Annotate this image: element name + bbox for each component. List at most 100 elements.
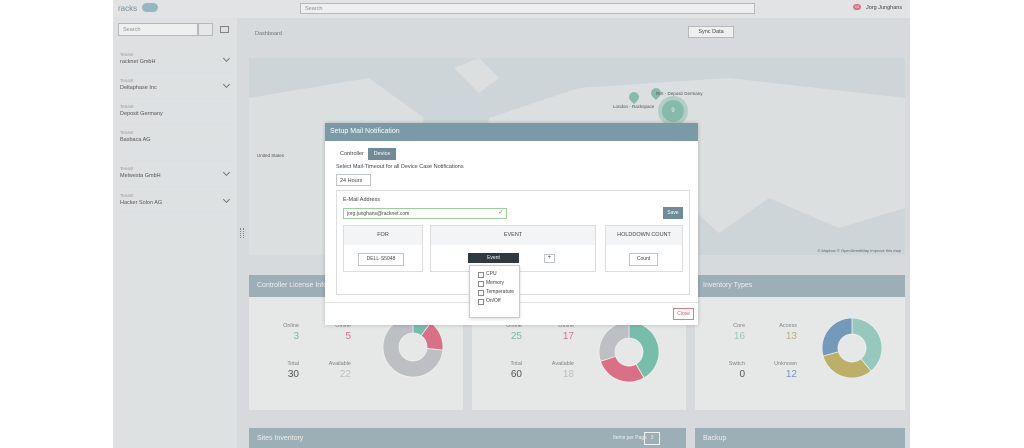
event-option[interactable]: Temperature (486, 289, 515, 295)
stat-label: Offline (335, 323, 351, 329)
separator (118, 160, 232, 161)
donut-segment (822, 351, 872, 379)
email-input[interactable]: jorg.junghans@racknet.com (343, 208, 507, 219)
resize-handle[interactable] (240, 228, 244, 238)
tenant-label: Tenant (120, 78, 134, 83)
separator (118, 150, 232, 151)
donut (821, 317, 883, 379)
stat-value: 13 (785, 331, 797, 342)
timeout-label: Select Mail-Timeout for all Device Case … (336, 164, 464, 170)
tenant-name[interactable]: Melwesta GmbH (120, 173, 161, 179)
tenant-name[interactable]: racknet GmbH (120, 59, 156, 65)
page-title: Dashboard (255, 31, 282, 37)
event-dropdown: CPU Memory Temperature On/Off (469, 265, 520, 318)
stat-value: 17 (562, 331, 574, 342)
stat-label: Online (283, 323, 299, 329)
sites-title: Sites Inventory (249, 428, 686, 448)
stat-label: Available (328, 361, 351, 367)
stat-label: Online (506, 323, 522, 329)
tenant-label: Tenant (120, 166, 134, 171)
tenant-label: Tenant (120, 104, 134, 109)
stat-label: Available (551, 361, 574, 367)
separator (118, 212, 232, 213)
donut-segment (821, 317, 853, 357)
sidebar (113, 18, 237, 448)
folder-icon[interactable] (220, 26, 229, 33)
stat-value: 0 (739, 369, 745, 380)
card-title: Inventory Types (695, 275, 905, 297)
map-label: London - Rackspace (613, 104, 655, 109)
modal-title: Setup Mail Notification (325, 123, 698, 141)
event-option[interactable]: On/Off (486, 298, 501, 304)
checkbox[interactable] (478, 281, 484, 287)
logo-cloud (142, 3, 158, 12)
stat-value: 25 (510, 331, 522, 342)
donut-segment (851, 317, 883, 372)
tenant-label: Tenant (120, 130, 134, 135)
stat-label: Unknown (774, 361, 797, 367)
tab-active[interactable]: Device (368, 148, 396, 160)
checkbox[interactable] (478, 290, 484, 296)
email-label: E-Mail Address (343, 197, 380, 203)
save-button[interactable]: Save (663, 207, 683, 219)
map-cluster[interactable]: 9 (662, 100, 684, 122)
sync-button[interactable]: Sync Data (688, 26, 734, 38)
stat-value: 18 (562, 369, 574, 380)
event-option[interactable]: Memory (486, 280, 505, 286)
stat-label: Offline (558, 323, 574, 329)
backup-card: Backup (695, 428, 905, 448)
map-label: United States (257, 153, 285, 158)
count-select[interactable]: Count (629, 253, 658, 266)
tenant-label: Tenant (120, 52, 134, 57)
stat-label: Total (287, 361, 299, 367)
stat-value: 16 (733, 331, 745, 342)
tenant-label: Tenant (120, 193, 134, 198)
tenant-name[interactable]: Deposit Germany (120, 111, 163, 117)
sidebar-search[interactable]: Search (118, 23, 198, 36)
event-option[interactable]: CPU (486, 271, 497, 277)
event-button[interactable]: Event (468, 253, 519, 263)
timeout-select[interactable]: 24 Hours (336, 174, 371, 186)
stat-label: Switch (728, 361, 745, 367)
valid-icon: ✓ (498, 209, 504, 216)
column-header: HOLDDOWN COUNT (606, 226, 682, 245)
stat-label: Core (733, 323, 745, 329)
top-search[interactable]: Search (300, 3, 755, 14)
checkbox[interactable] (478, 272, 484, 278)
map-label: RIX - Deposit Germany (656, 91, 703, 96)
separator (118, 72, 232, 73)
items-select[interactable]: 3 (644, 432, 660, 445)
add-button[interactable]: + (544, 254, 555, 263)
stat-value: 3 (293, 331, 299, 342)
modal: Setup Mail Notification Controller Devic… (325, 123, 698, 325)
tenant-name[interactable]: Hacker Solon AG (120, 200, 163, 206)
stat-value: 60 (510, 369, 522, 380)
backup-title: Backup (695, 428, 905, 448)
logo: racks (118, 4, 138, 13)
user-name[interactable]: Jorg Junghans (866, 5, 903, 11)
donut-segment (628, 321, 660, 379)
column-header: EVENT (431, 226, 595, 245)
map-attribution: © Mapbox © OpenStreetMap Improve this ma… (817, 248, 902, 253)
close-button[interactable]: Close (673, 308, 694, 320)
separator (118, 124, 232, 125)
separator (118, 98, 232, 99)
notification-badge[interactable]: 10 (853, 4, 861, 10)
card: Inventory Types Core 16 Access 13 Switch 0 Unkn… (695, 275, 905, 410)
sites-card: Sites Inventory Items per Page 3 (249, 428, 686, 448)
checkbox[interactable] (478, 299, 484, 305)
device-select[interactable]: DELL-S5048 (358, 253, 404, 266)
stat-label: Access (779, 323, 797, 329)
stat-label: Total (510, 361, 522, 367)
search-button[interactable] (198, 23, 213, 36)
column-header: FOR (344, 226, 422, 245)
tenant-name[interactable]: Basbaca AG (120, 137, 151, 143)
tab[interactable]: Controller (340, 151, 364, 157)
items-label: Items per Page (613, 435, 647, 441)
app: racks Search 10 Jorg Junghans Search Das… (113, 0, 910, 448)
stat-value: 30 (287, 369, 299, 380)
tenant-name[interactable]: Deltaphase Inc (120, 85, 157, 91)
separator (118, 186, 232, 187)
stat-value: 22 (339, 369, 351, 380)
